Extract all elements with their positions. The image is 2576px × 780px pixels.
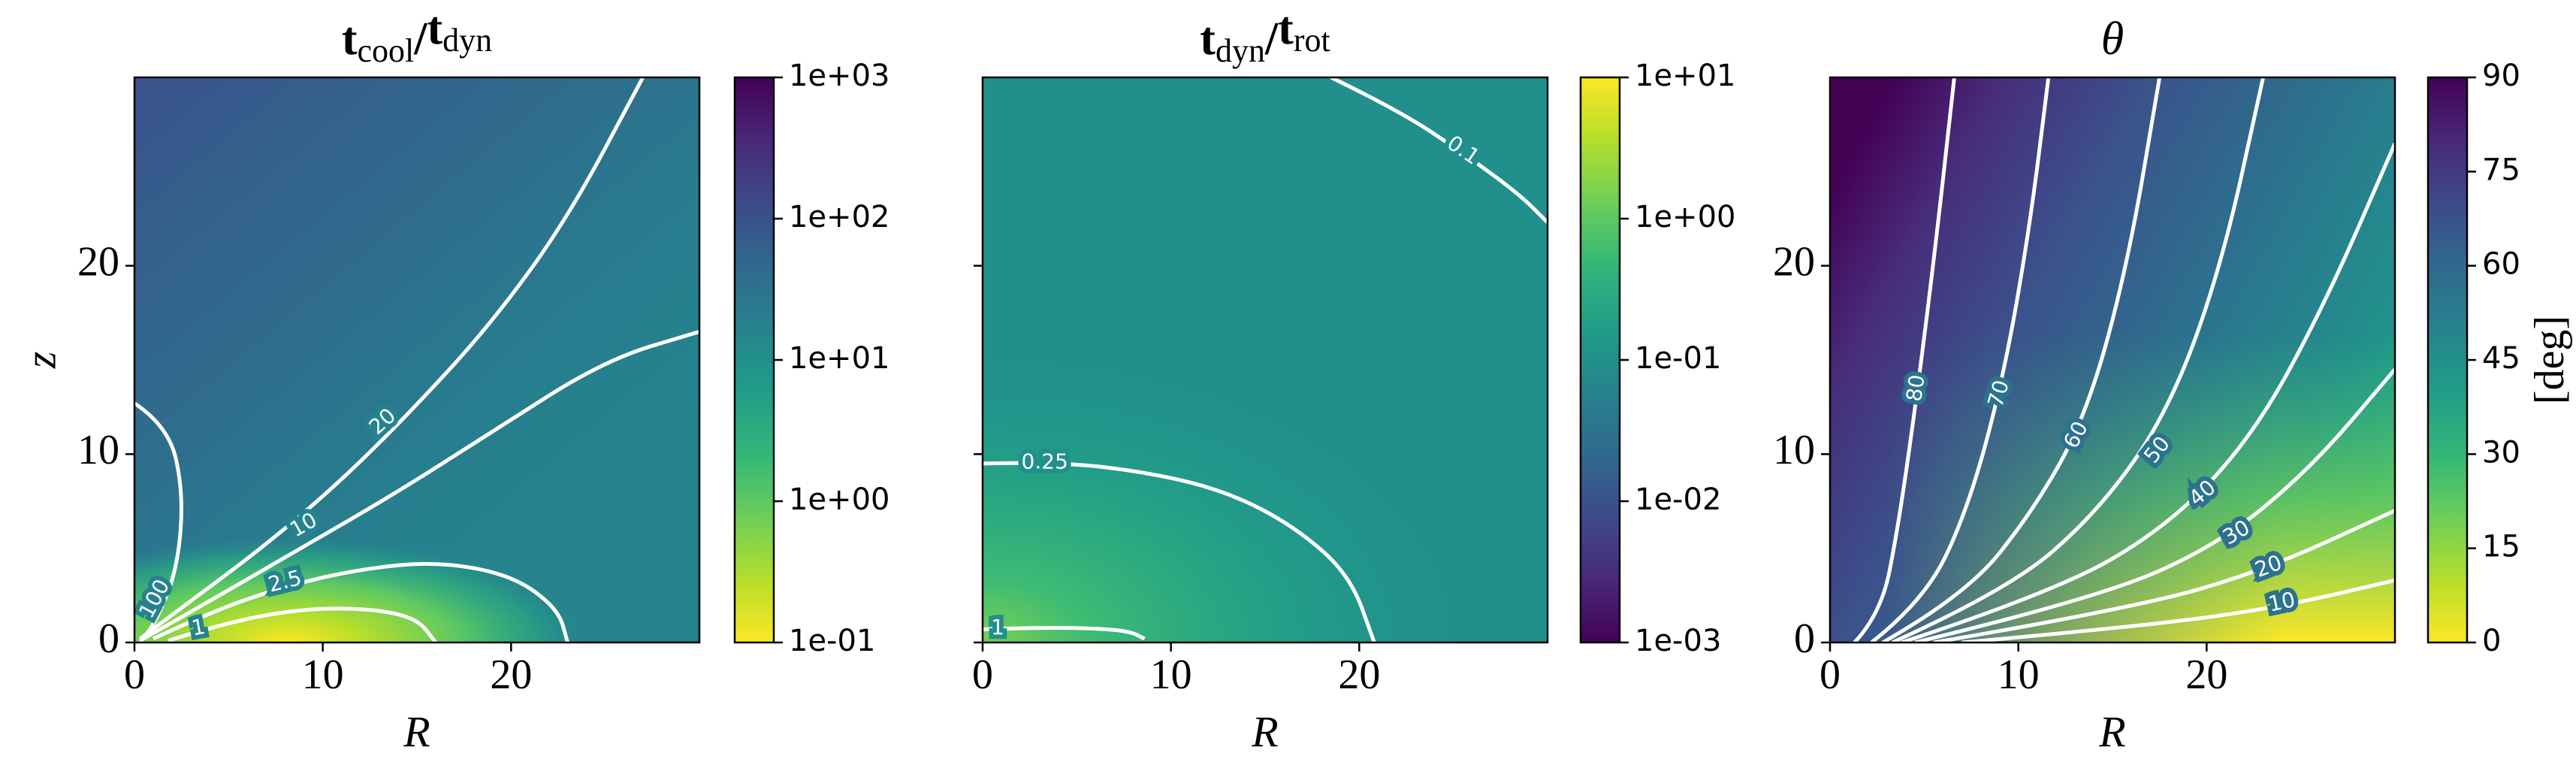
contour-line	[139, 77, 645, 640]
contour-line	[134, 401, 183, 642]
colorbar	[1579, 76, 1621, 644]
y-tick-label: 0	[98, 615, 119, 662]
contour-line	[168, 606, 438, 642]
contour-line	[1891, 77, 2265, 642]
x-tick-label: 20	[1338, 652, 1380, 698]
colorbar-label: [deg]	[2526, 316, 2573, 404]
y-axis-label: z	[16, 352, 65, 370]
title-part: /	[413, 14, 427, 65]
title-part: rot	[1294, 22, 1330, 59]
colorbar-tick-label: 90	[2482, 59, 2520, 93]
contour-line	[1881, 77, 2162, 642]
colorbar-tick-label: 0	[2482, 624, 2501, 658]
x-tick-label: 20	[2185, 652, 2227, 698]
title-part: dyn	[1216, 32, 1265, 69]
x-tick-label: 10	[1150, 652, 1192, 698]
axes-frame	[1829, 76, 2396, 644]
title-part: θ	[2101, 14, 2124, 65]
y-tick-label: 10	[1773, 427, 1815, 473]
contour-label: 1	[991, 615, 1004, 639]
colorbar	[733, 76, 775, 644]
colorbar-tick-label: 1e-01	[1635, 341, 1721, 376]
title-part: t	[1200, 14, 1216, 65]
contour-line	[983, 461, 1376, 642]
contour-line	[1330, 77, 1548, 224]
contour-line	[1853, 77, 1956, 642]
title-part: t	[1278, 3, 1294, 54]
colorbar-tick-label: 1e-01	[789, 624, 875, 658]
colorbar-tick-label: 30	[2482, 435, 2520, 470]
contour-line	[983, 625, 1146, 641]
colorbar	[2427, 76, 2469, 644]
x-tick-label: 10	[302, 652, 344, 698]
colorbar-tick-label: 1e+02	[789, 200, 889, 234]
x-axis-label: R	[1251, 707, 1278, 756]
title-part: dyn	[442, 22, 492, 59]
axes-frame	[981, 76, 1549, 644]
colorbar-tick-label: 60	[2482, 247, 2520, 282]
heatmap-0	[134, 77, 699, 642]
contour-line	[1914, 367, 2395, 642]
chart-title: tdyn/trot	[1200, 3, 1330, 69]
contour-label: 0.25	[1022, 449, 1068, 474]
colorbar-tick-label: 1e+01	[1635, 59, 1735, 93]
contour-line	[1870, 77, 2051, 642]
x-axis-label: R	[403, 707, 430, 756]
y-tick-label: 10	[77, 427, 119, 473]
colorbar-tick-label: 1e+01	[789, 341, 889, 376]
colorbar-tick-label: 1e-02	[1635, 482, 1721, 517]
colorbar-tick-label: 1e-03	[1635, 624, 1721, 658]
x-tick-label: 0	[1820, 652, 1841, 698]
contour-line	[139, 330, 699, 642]
colorbar-tick-label: 1e+00	[789, 482, 889, 517]
title-part: t	[342, 14, 358, 65]
colorbar-tick-label: 1e+03	[789, 59, 889, 93]
contour-label: 80	[1901, 373, 1930, 403]
colorbar-tick-label: 1e+00	[1635, 200, 1735, 234]
contour-line	[1933, 509, 2395, 642]
contour-line	[153, 561, 569, 642]
colorbar-tick-label: 45	[2482, 341, 2520, 376]
y-tick-label: 20	[77, 239, 119, 286]
x-tick-label: 0	[972, 652, 993, 698]
chart-title: θ	[2101, 14, 2124, 65]
x-tick-label: 10	[1998, 652, 2040, 698]
x-axis-label: R	[2098, 707, 2125, 756]
contour-line	[1961, 578, 2395, 642]
colorbar-tick-label: 15	[2482, 530, 2520, 564]
axes-frame	[133, 76, 701, 644]
chart-title: tcool/tdyn	[342, 3, 492, 69]
heatmap-1	[983, 77, 1548, 642]
title-part: /	[1264, 14, 1279, 65]
heatmap-2	[1830, 77, 2395, 642]
y-tick-label: 20	[1773, 239, 1815, 286]
contour-line	[1901, 142, 2395, 642]
title-part: t	[427, 3, 443, 54]
title-part: cool	[358, 32, 415, 69]
colorbar-tick-label: 75	[2482, 153, 2520, 187]
x-tick-label: 20	[490, 652, 532, 698]
x-tick-label: 0	[124, 652, 145, 698]
y-tick-label: 0	[1794, 615, 1815, 662]
